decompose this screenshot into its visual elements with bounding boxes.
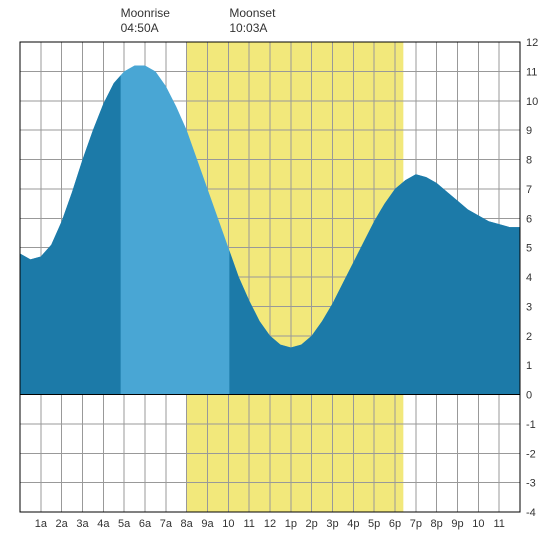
svg-text:9p: 9p xyxy=(451,518,463,530)
svg-text:11: 11 xyxy=(493,518,504,530)
svg-text:8: 8 xyxy=(526,155,532,167)
svg-text:5a: 5a xyxy=(118,518,131,530)
svg-text:9: 9 xyxy=(526,125,532,137)
svg-text:11: 11 xyxy=(526,66,537,78)
svg-text:3a: 3a xyxy=(76,518,89,530)
svg-text:12: 12 xyxy=(264,518,276,530)
moonset-name: Moonset xyxy=(229,6,275,20)
moonset-label: Moonset 10:03A xyxy=(229,6,275,36)
svg-text:-2: -2 xyxy=(526,448,536,460)
svg-text:-3: -3 xyxy=(526,478,536,490)
svg-text:7a: 7a xyxy=(160,518,173,530)
svg-text:4p: 4p xyxy=(347,518,359,530)
moonrise-label: Moonrise 04:50A xyxy=(121,6,170,36)
moonrise-time: 04:50A xyxy=(121,21,159,35)
svg-text:-1: -1 xyxy=(526,419,536,431)
svg-text:6: 6 xyxy=(526,213,532,225)
svg-text:7p: 7p xyxy=(410,518,422,530)
svg-text:6p: 6p xyxy=(389,518,401,530)
svg-text:9a: 9a xyxy=(201,518,214,530)
svg-text:4a: 4a xyxy=(97,518,110,530)
svg-text:6a: 6a xyxy=(139,518,152,530)
svg-text:11: 11 xyxy=(243,518,254,530)
svg-text:5: 5 xyxy=(526,243,532,255)
svg-text:1p: 1p xyxy=(285,518,297,530)
svg-text:2: 2 xyxy=(526,331,532,343)
chart-svg: -4-3-2-101234567891011121a2a3a4a5a6a7a8a… xyxy=(0,0,550,550)
svg-text:2a: 2a xyxy=(56,518,69,530)
moonrise-name: Moonrise xyxy=(121,6,170,20)
svg-text:8a: 8a xyxy=(181,518,194,530)
svg-text:10: 10 xyxy=(472,518,484,530)
svg-text:4: 4 xyxy=(526,272,532,284)
svg-text:3p: 3p xyxy=(326,518,338,530)
svg-text:1: 1 xyxy=(526,360,532,372)
svg-text:0: 0 xyxy=(526,390,532,402)
svg-text:-4: -4 xyxy=(526,507,536,519)
tide-chart: Moonrise 04:50A Moonset 10:03A -4 -3 -2 -1 0… xyxy=(0,0,550,550)
moonset-time: 10:03A xyxy=(229,21,267,35)
svg-text:1a: 1a xyxy=(35,518,48,530)
svg-text:5p: 5p xyxy=(368,518,380,530)
svg-text:10: 10 xyxy=(222,518,234,530)
svg-text:3: 3 xyxy=(526,301,532,313)
svg-text:8p: 8p xyxy=(431,518,443,530)
svg-text:7: 7 xyxy=(526,184,532,196)
svg-text:2p: 2p xyxy=(306,518,318,530)
svg-text:12: 12 xyxy=(526,37,538,49)
svg-text:10: 10 xyxy=(526,96,538,108)
